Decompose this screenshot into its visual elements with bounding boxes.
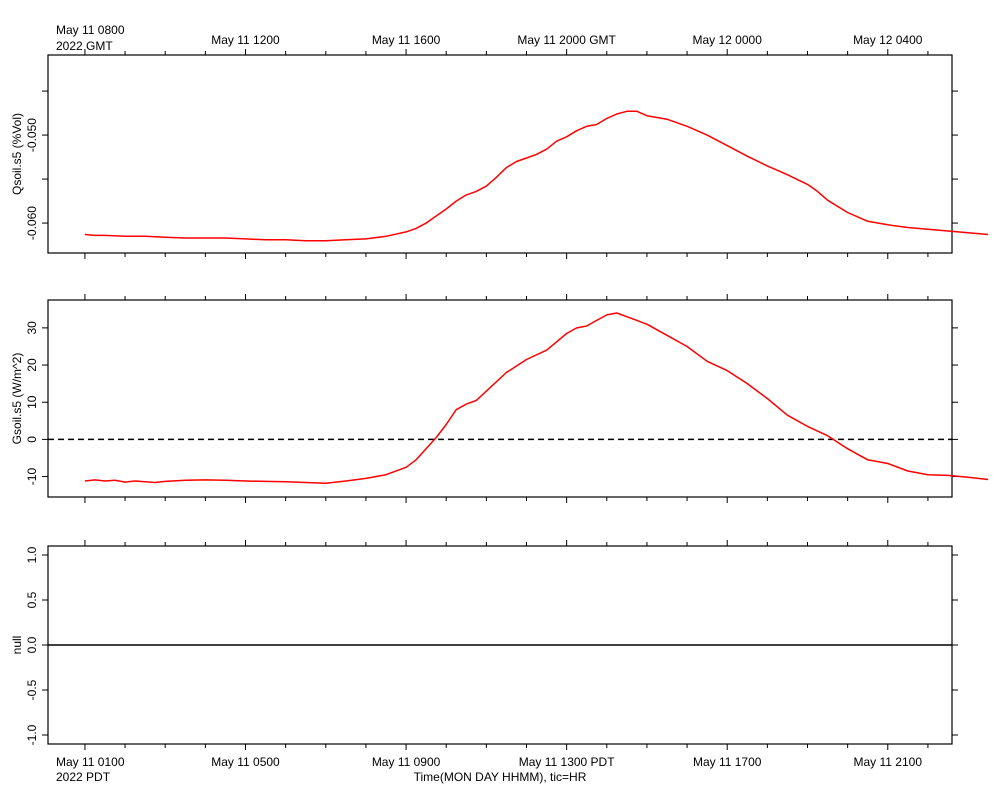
y-tick-label: 0.0: [25, 636, 39, 653]
y-tick-label: -10: [25, 468, 39, 486]
bottom-time-label: May 11 0900: [372, 755, 441, 769]
top-time-label: May 12 0000: [693, 33, 763, 47]
x-axis-label: Time(MON DAY HHMM), tic=HR: [414, 770, 587, 784]
panel-3: -1.0 -0.5 0.0 0.5 1.0 null: [10, 540, 958, 750]
y-tick-label: 30: [25, 321, 39, 335]
top-time-label: May 11 1600: [372, 33, 441, 47]
plot-frame: [47, 54, 953, 254]
top-time-label: May 11 0800: [56, 23, 125, 37]
y-tick-label: -0.060: [25, 206, 39, 240]
top-corner-label: 2022 GMT: [56, 39, 113, 53]
bottom-time-label: May 11 2100: [854, 755, 923, 769]
bottom-time-label: May 11 1300 PDT: [519, 755, 615, 769]
series-line-1: [84, 312, 989, 484]
y-tick-label: -0.5: [25, 679, 39, 700]
bottom-time-label: May 11 0100: [56, 755, 125, 769]
y-tick-label: -0.050: [25, 118, 39, 152]
y-tick-label: 20: [25, 358, 39, 372]
panel-2: -10 0 10 20 30 Gsoil.s5 (W/m^2): [10, 294, 989, 503]
top-time-label: May 11 2000 GMT: [517, 33, 616, 47]
y-axis-label: Gsoil.s5 (W/m^2): [10, 353, 24, 445]
bottom-time-label: May 11 1700: [693, 755, 762, 769]
y-axis-label: Qsoil.s5 (%Vol): [10, 113, 24, 195]
y-tick-label: -1.0: [25, 724, 39, 745]
y-tick-label: 0: [25, 436, 39, 443]
plot-frame: [47, 299, 953, 498]
y-axis-label: null: [10, 636, 24, 655]
bottom-time-label: May 11 0500: [211, 755, 280, 769]
series-line-1: [84, 110, 989, 242]
y-tick-label: 10: [25, 395, 39, 409]
bottom-corner-label: 2022 PDT: [56, 770, 111, 784]
top-time-label: May 11 1200: [211, 33, 280, 47]
top-time-label: May 12 0400: [853, 33, 923, 47]
y-tick-label: 0.5: [25, 591, 39, 608]
y-tick-label: 1.0: [25, 546, 39, 563]
